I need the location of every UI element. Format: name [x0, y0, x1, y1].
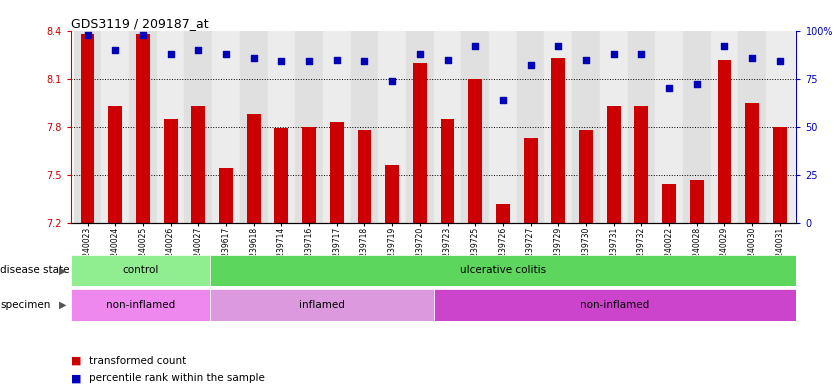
- Bar: [656, 31, 683, 223]
- Bar: [191, 106, 205, 223]
- Bar: [711, 31, 738, 223]
- Bar: [496, 204, 510, 223]
- Bar: [551, 58, 565, 223]
- Text: non-inflamed: non-inflamed: [580, 300, 650, 310]
- Bar: [323, 31, 350, 223]
- Text: inflamed: inflamed: [299, 300, 345, 310]
- Bar: [662, 184, 676, 223]
- Bar: [469, 79, 482, 223]
- Text: ■: ■: [71, 356, 82, 366]
- Bar: [358, 130, 371, 223]
- Bar: [406, 31, 434, 223]
- Text: ■: ■: [71, 373, 82, 383]
- Bar: [489, 31, 517, 223]
- Bar: [627, 31, 656, 223]
- Bar: [210, 255, 796, 286]
- Bar: [350, 31, 379, 223]
- Bar: [274, 128, 289, 223]
- Bar: [157, 31, 184, 223]
- Bar: [746, 103, 759, 223]
- Text: disease state: disease state: [0, 265, 69, 275]
- Bar: [73, 31, 102, 223]
- Bar: [434, 31, 461, 223]
- Text: non-inflamed: non-inflamed: [106, 300, 175, 310]
- Bar: [579, 130, 593, 223]
- Point: [441, 56, 455, 63]
- Point: [219, 51, 233, 57]
- Bar: [212, 31, 240, 223]
- Bar: [690, 180, 704, 223]
- Point: [773, 58, 786, 65]
- Bar: [434, 289, 796, 321]
- Bar: [219, 168, 233, 223]
- Text: control: control: [123, 265, 158, 275]
- Point: [496, 97, 510, 103]
- Text: ▶: ▶: [59, 265, 67, 275]
- Text: transformed count: transformed count: [89, 356, 187, 366]
- Point: [718, 43, 731, 49]
- Bar: [461, 31, 489, 223]
- Point: [108, 47, 122, 53]
- Point: [524, 62, 537, 68]
- Text: specimen: specimen: [0, 300, 50, 310]
- Point: [551, 43, 565, 49]
- Point: [607, 51, 620, 57]
- Bar: [607, 106, 620, 223]
- Bar: [210, 289, 434, 321]
- Bar: [524, 138, 538, 223]
- Bar: [129, 31, 157, 223]
- Bar: [683, 31, 711, 223]
- Point: [746, 55, 759, 61]
- Point: [303, 58, 316, 65]
- Bar: [71, 255, 210, 286]
- Text: ulcerative colitis: ulcerative colitis: [460, 265, 546, 275]
- Point: [385, 78, 399, 84]
- Bar: [108, 106, 122, 223]
- Bar: [136, 34, 150, 223]
- Bar: [545, 31, 572, 223]
- Bar: [600, 31, 627, 223]
- Bar: [717, 60, 731, 223]
- Bar: [240, 31, 268, 223]
- Point: [330, 56, 344, 63]
- Point: [690, 81, 703, 88]
- Bar: [184, 31, 212, 223]
- Point: [81, 31, 94, 38]
- Bar: [163, 119, 178, 223]
- Bar: [81, 34, 94, 223]
- Bar: [295, 31, 323, 223]
- Bar: [268, 31, 295, 223]
- Bar: [385, 165, 399, 223]
- Bar: [102, 31, 129, 223]
- Point: [136, 31, 149, 38]
- Bar: [440, 119, 455, 223]
- Point: [469, 43, 482, 49]
- Bar: [329, 122, 344, 223]
- Bar: [517, 31, 545, 223]
- Bar: [773, 127, 786, 223]
- Point: [247, 55, 260, 61]
- Text: GDS3119 / 209187_at: GDS3119 / 209187_at: [71, 17, 208, 30]
- Bar: [738, 31, 766, 223]
- Bar: [302, 127, 316, 223]
- Bar: [635, 106, 648, 223]
- Bar: [766, 31, 794, 223]
- Bar: [413, 63, 427, 223]
- Point: [662, 85, 676, 91]
- Text: ▶: ▶: [59, 300, 67, 310]
- Text: percentile rank within the sample: percentile rank within the sample: [89, 373, 265, 383]
- Bar: [71, 289, 210, 321]
- Point: [635, 51, 648, 57]
- Point: [164, 51, 178, 57]
- Point: [192, 47, 205, 53]
- Bar: [247, 114, 260, 223]
- Bar: [572, 31, 600, 223]
- Point: [580, 56, 593, 63]
- Point: [274, 58, 288, 65]
- Bar: [379, 31, 406, 223]
- Point: [413, 51, 426, 57]
- Point: [358, 58, 371, 65]
